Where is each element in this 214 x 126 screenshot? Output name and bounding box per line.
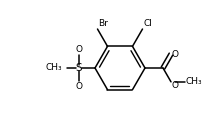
Text: O: O bbox=[172, 50, 179, 59]
Text: CH₃: CH₃ bbox=[45, 64, 62, 72]
Text: CH₃: CH₃ bbox=[186, 77, 203, 86]
Text: O: O bbox=[172, 81, 179, 90]
Text: O: O bbox=[76, 82, 83, 91]
Text: S: S bbox=[76, 63, 82, 73]
Text: O: O bbox=[76, 45, 83, 54]
Text: Cl: Cl bbox=[144, 19, 152, 28]
Text: Br: Br bbox=[98, 19, 108, 28]
